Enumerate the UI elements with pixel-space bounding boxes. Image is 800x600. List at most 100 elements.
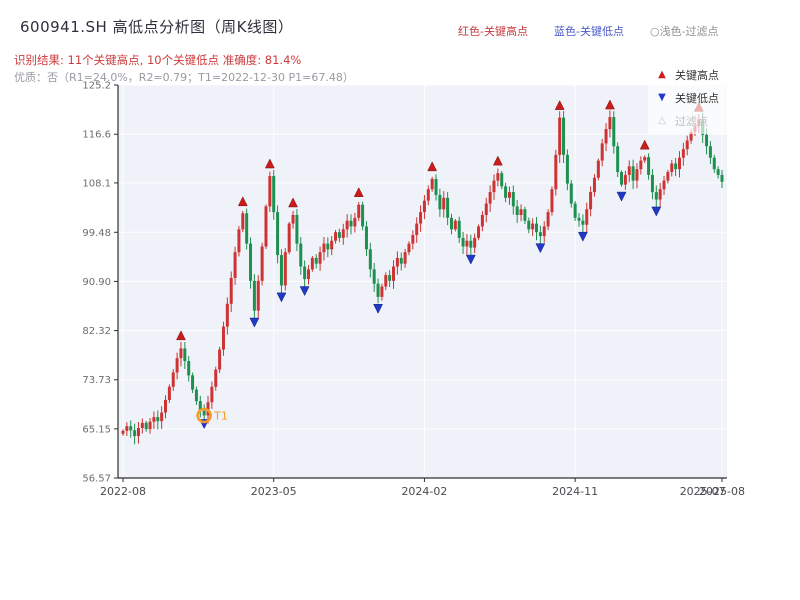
- candle-body: [484, 203, 488, 215]
- candle-body: [287, 223, 291, 253]
- key-high-triangle-icon: ▲: [658, 69, 666, 80]
- candle-body: [712, 157, 716, 170]
- key-low-marker: [299, 286, 310, 297]
- x-tick-label: 2025-08: [699, 485, 745, 498]
- candle-body: [376, 283, 380, 297]
- candle-body: [148, 421, 152, 430]
- candle-body: [299, 243, 303, 267]
- candle-body: [256, 280, 260, 311]
- y-tick-label: 99.48: [82, 228, 111, 239]
- candle-body: [144, 422, 148, 430]
- candle-body: [647, 157, 651, 175]
- candle-body: [480, 214, 484, 227]
- candle-body: [411, 235, 415, 244]
- candle-body: [565, 154, 569, 184]
- key-high-marker: [176, 330, 186, 341]
- candle-body: [608, 117, 612, 130]
- candle-body: [531, 223, 535, 230]
- key-high-marker: [288, 197, 298, 208]
- candle-body: [473, 237, 477, 248]
- key-high-marker: [264, 158, 275, 169]
- legend-filtered-label: 过滤点: [675, 115, 708, 128]
- candle-body: [295, 214, 299, 244]
- chart-legend: ▲ 关键高点 ▼ 关键低点 △ 过滤点: [648, 62, 727, 134]
- t1-label: T1: [213, 410, 228, 423]
- candle-body: [658, 189, 662, 200]
- candle-body: [349, 220, 353, 227]
- key-low-marker: [616, 191, 627, 202]
- key-low-marker: [373, 304, 383, 314]
- candle-body: [183, 348, 187, 362]
- candle-body: [685, 140, 689, 150]
- candle-body: [380, 286, 384, 297]
- x-tick-label: 2023-05: [251, 485, 297, 498]
- legend-key-low-label: 关键低点: [675, 92, 719, 105]
- candle-body: [221, 326, 225, 350]
- x-tick-label: 2024-02: [401, 485, 447, 498]
- candle-body: [133, 430, 137, 437]
- key-high-marker: [353, 187, 364, 197]
- candle-body: [620, 172, 624, 185]
- candle-body: [152, 417, 156, 422]
- candle-body: [662, 180, 666, 190]
- candle-body: [368, 249, 372, 270]
- candle-body: [326, 243, 330, 250]
- candle-body: [337, 232, 341, 238]
- candle-body: [179, 348, 183, 359]
- key-high-marker: [554, 100, 565, 110]
- candle-body: [330, 240, 334, 250]
- candle-body: [504, 186, 508, 198]
- candle-body: [523, 209, 527, 221]
- candle-body: [202, 410, 206, 416]
- candle-body: [488, 192, 492, 204]
- candle-body: [194, 389, 198, 402]
- candle-body: [434, 178, 438, 195]
- candle-body: [500, 173, 504, 187]
- candle-body: [627, 166, 631, 175]
- candle-body: [191, 375, 195, 390]
- candle-body: [245, 213, 249, 244]
- candle-body: [399, 257, 403, 264]
- legend-key-high-label: 关键高点: [675, 69, 719, 82]
- candle-body: [303, 266, 307, 280]
- candle-body: [422, 200, 426, 213]
- candle-body: [249, 243, 253, 281]
- candle-body: [449, 217, 453, 230]
- candle-body: [631, 166, 635, 181]
- quality-text: 优质：否（R1=24.0%，R2=0.79；T1=2022-12-30 P1=6…: [14, 71, 354, 84]
- candle-body: [160, 412, 164, 422]
- candle-body: [581, 220, 585, 225]
- y-tick-label: 65.15: [82, 424, 111, 435]
- candle-body: [392, 266, 396, 281]
- candle-body: [395, 257, 399, 267]
- candle-body: [198, 401, 202, 411]
- candle-body: [538, 232, 542, 237]
- candle-body: [496, 173, 500, 181]
- candle-body: [654, 192, 658, 200]
- candle-body: [353, 217, 357, 227]
- candle-body: [264, 206, 268, 247]
- key-low-marker: [276, 292, 287, 303]
- x-tick-label: 2022-08: [100, 485, 146, 498]
- candle-body: [283, 252, 287, 286]
- candle-body: [535, 223, 539, 233]
- candle-body: [639, 160, 643, 170]
- candle-body: [708, 146, 712, 158]
- y-tick-label: 82.32: [82, 326, 111, 337]
- candle-body: [577, 217, 581, 221]
- candle-body: [527, 220, 531, 230]
- candle-body: [442, 197, 446, 210]
- candle-body: [612, 117, 616, 147]
- y-tick-label: 116.6: [82, 130, 111, 141]
- candle-body: [465, 240, 469, 247]
- candle-body: [252, 280, 256, 311]
- candle-body: [670, 163, 674, 173]
- key-high-marker: [492, 155, 503, 166]
- candle-body: [136, 428, 140, 437]
- candle-body: [129, 426, 133, 431]
- candle-body: [310, 257, 314, 270]
- candle-body: [357, 204, 361, 218]
- candle-body: [554, 154, 558, 190]
- inline-legend: 红色-关键高点 蓝色-关键低点 ○浅色-过滤点: [458, 23, 719, 39]
- inline-legend-key-high: 红色-关键高点: [458, 25, 528, 38]
